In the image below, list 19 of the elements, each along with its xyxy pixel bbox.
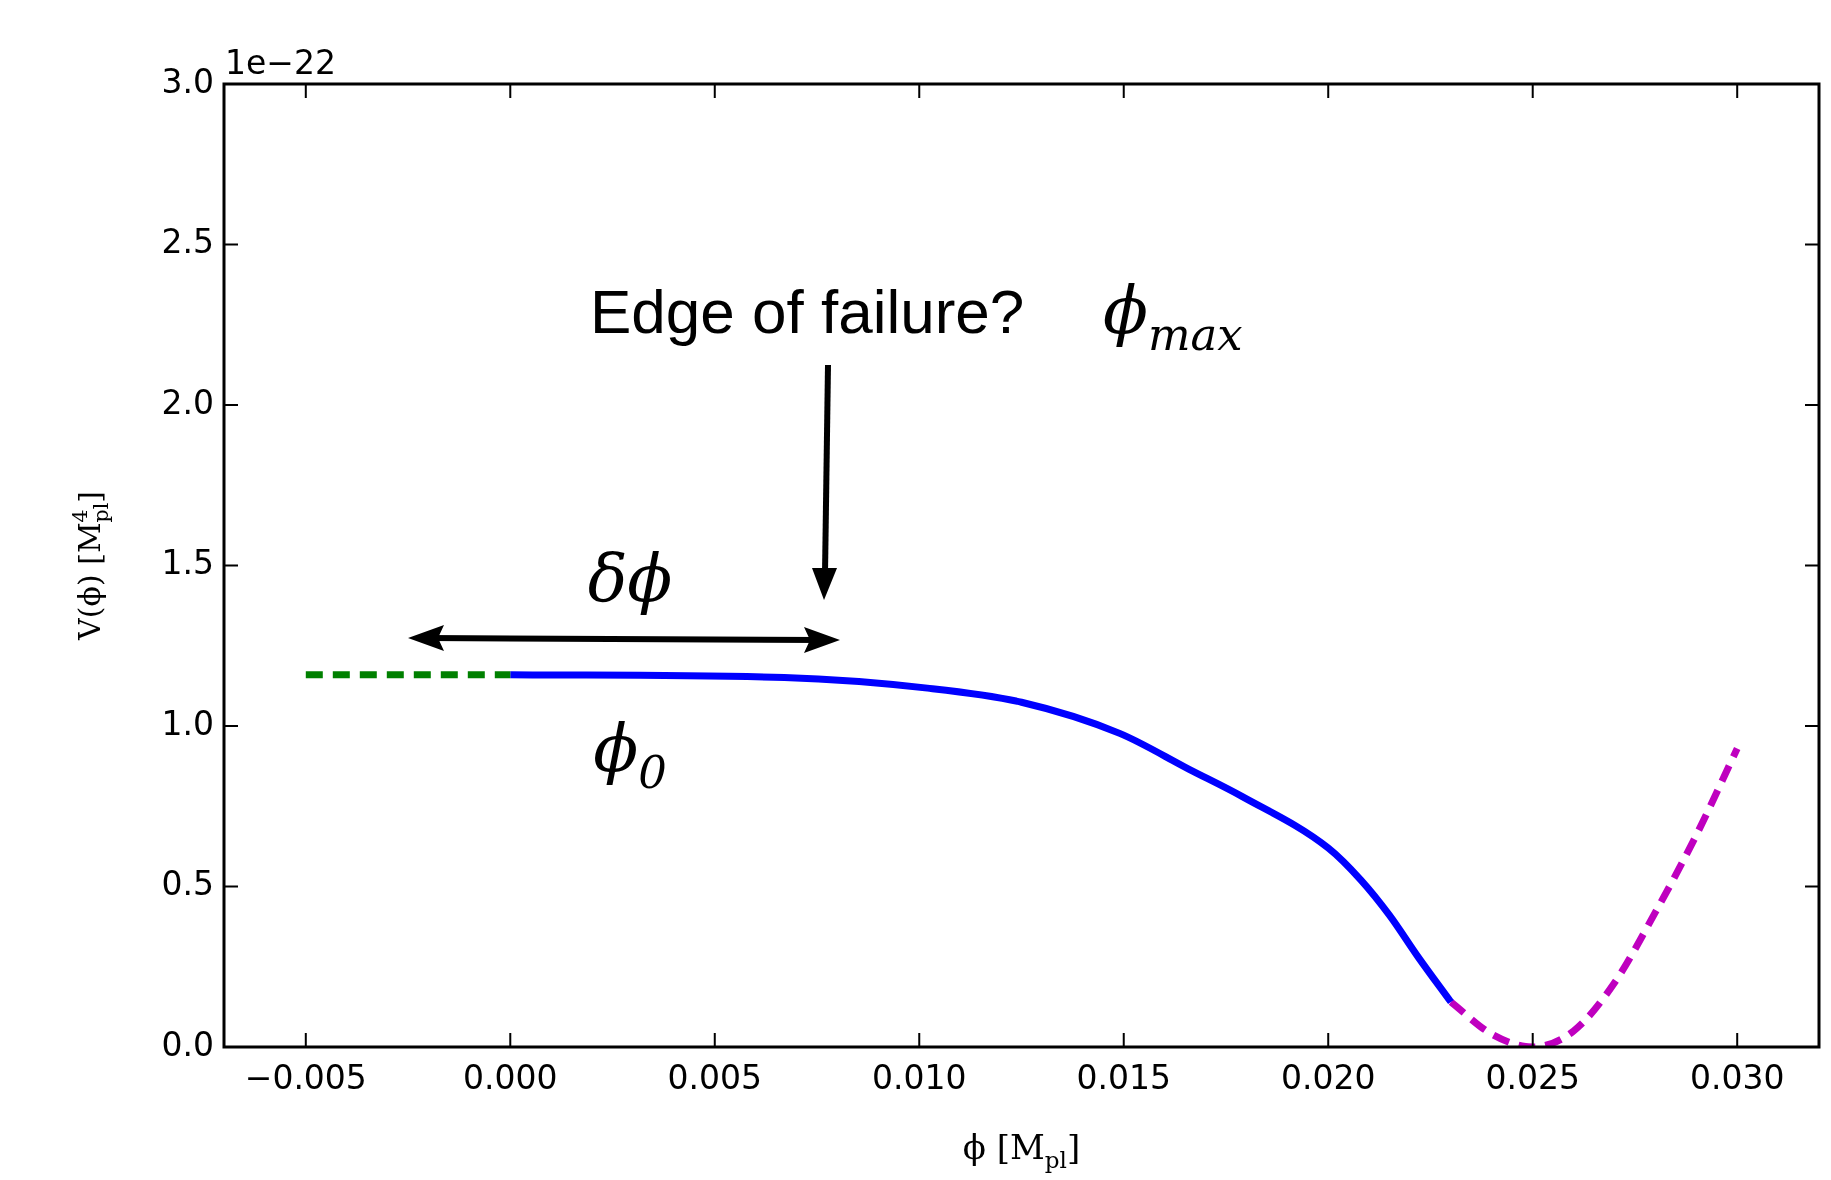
text: 1e−22 [225, 43, 336, 82]
y-tick-label: 1.5 [161, 543, 214, 583]
y-tick-label: 1.0 [161, 703, 214, 743]
x-tick-label: 0.000 [463, 1058, 558, 1098]
x-tick-label: 0.025 [1485, 1058, 1580, 1098]
y-tick-label: 3.0 [161, 61, 214, 101]
x-tick-label: 0.005 [667, 1058, 763, 1098]
y-tick-label: 2.5 [161, 222, 214, 262]
annotation: Edge of failure? [590, 277, 1025, 346]
x-tick-label: 0.010 [872, 1058, 967, 1098]
annotation: δϕ [587, 540, 673, 617]
y-axis-title: V(ϕ) [Mpl4] [68, 491, 113, 641]
x-tick-label: 0.030 [1689, 1058, 1785, 1098]
x-tick-label: 0.020 [1280, 1058, 1376, 1098]
x-tick-label: −0.005 [244, 1058, 367, 1098]
x-tick-label: 0.015 [1076, 1058, 1171, 1098]
y-tick-label: 0.0 [161, 1024, 214, 1064]
y-tick-label: 0.5 [161, 864, 214, 904]
y-tick-label: 2.0 [161, 382, 214, 422]
